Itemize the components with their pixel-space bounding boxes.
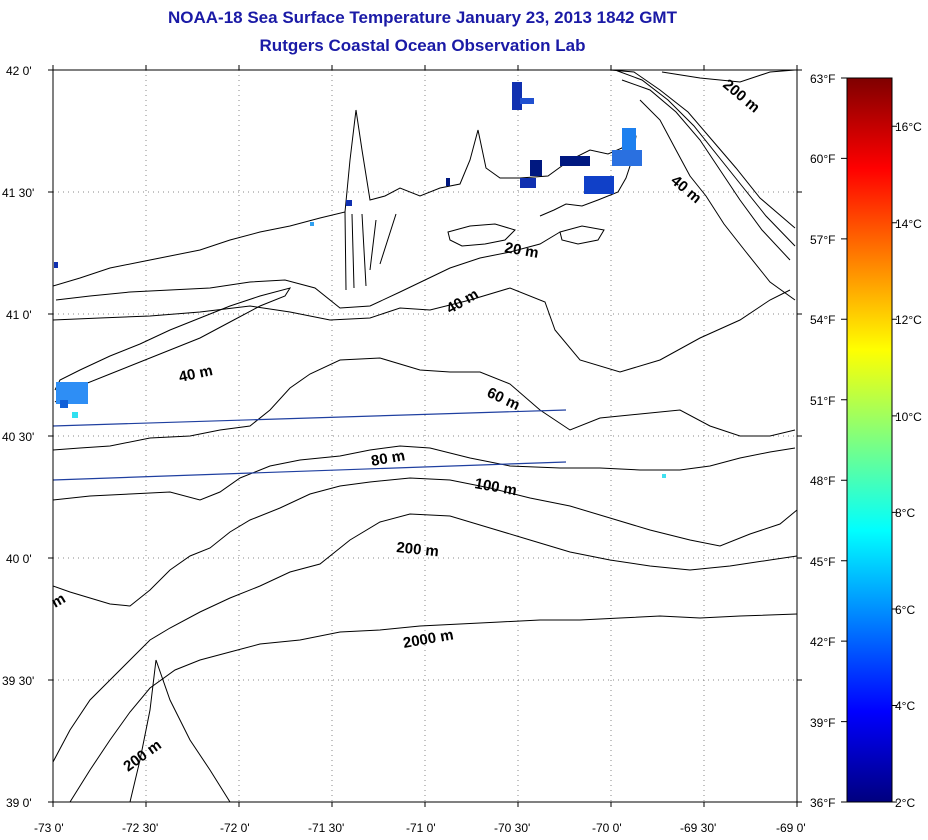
cb-label-f: 54°F: [810, 313, 835, 327]
colorbar: [846, 77, 893, 803]
depth-label: 40 m: [444, 286, 482, 318]
depth-label: 20 m: [503, 239, 540, 262]
cb-label-c: 2°C: [895, 796, 915, 810]
lon-label: -72 30': [122, 821, 158, 835]
isobath-60m: [53, 357, 796, 451]
lat-label: 40 0': [6, 552, 32, 566]
depth-label: 100 m: [473, 475, 518, 499]
isobath-200m-sw: [129, 659, 231, 802]
isobath-80m: [53, 445, 796, 501]
cb-label-c: 14°C: [895, 217, 922, 231]
isobath-40m-ne: [639, 99, 796, 301]
cb-label-f: 60°F: [810, 152, 835, 166]
cb-label-f: 57°F: [810, 233, 835, 247]
island-marthas-vineyard: [447, 223, 516, 247]
isobath-20m: [55, 231, 561, 309]
cb-label-c: 10°C: [895, 410, 922, 424]
cb-label-c: 4°C: [895, 699, 915, 713]
lon-label: -73 0': [34, 821, 64, 835]
depth-label: 80 m: [370, 447, 407, 470]
island-nantucket: [559, 225, 605, 245]
isobath-40m: [53, 287, 791, 373]
isobath-2000m: [69, 613, 797, 802]
isobath-200m: [53, 513, 797, 763]
lon-label: -69 30': [680, 821, 716, 835]
narragansett-bay: [344, 211, 397, 291]
depth-label: 40 m: [177, 362, 214, 386]
depth-label: 200 m: [120, 736, 164, 775]
depth-label: 60 m: [484, 384, 522, 414]
sst-pixels: [54, 82, 666, 478]
depth-label: 2000 m: [402, 626, 455, 652]
cb-label-f: 48°F: [810, 474, 835, 488]
lon-label: -70 0': [592, 821, 622, 835]
depth-label: 40 m: [667, 172, 704, 207]
cb-label-c: 16°C: [895, 120, 922, 134]
graticule: [53, 70, 797, 802]
lat-label: 41 30': [2, 186, 34, 200]
long-island: [54, 287, 292, 403]
cb-label-f: 51°F: [810, 394, 835, 408]
colorbar-ticks: [841, 77, 897, 803]
lat-label: 39 30': [2, 674, 34, 688]
cb-label-c: 12°C: [895, 313, 922, 327]
lat-label: 42 0': [6, 64, 32, 78]
lat-label: 40 30': [2, 430, 34, 444]
ship-track: [53, 409, 567, 427]
cb-label-f: 45°F: [810, 555, 835, 569]
cb-label-c: 8°C: [895, 506, 915, 520]
depth-label: m: [49, 590, 69, 611]
lat-label: 41 0': [6, 308, 32, 322]
coastline: [53, 109, 637, 287]
cb-label-f: 42°F: [810, 635, 835, 649]
lat-label: 39 0': [6, 796, 32, 810]
cb-label-c: 6°C: [895, 603, 915, 617]
cb-label-f: 39°F: [810, 716, 835, 730]
ship-track: [53, 461, 567, 481]
map-title: NOAA-18 Sea Surface Temperature January …: [168, 8, 677, 27]
isobath-cape-band: [609, 70, 796, 261]
tick-marks: [48, 65, 802, 807]
lon-label: -72 0': [220, 821, 250, 835]
lon-label: -71 0': [406, 821, 436, 835]
lon-label: -71 30': [308, 821, 344, 835]
depth-label: 200 m: [396, 539, 440, 560]
isobath-200m-ne: [661, 70, 796, 83]
cb-label-f: 63°F: [810, 72, 835, 86]
isobath-100m: [53, 477, 797, 607]
lon-label: -69 0': [776, 821, 806, 835]
cb-label-f: 36°F: [810, 796, 835, 810]
map-subtitle: Rutgers Coastal Ocean Observation Lab: [259, 36, 586, 55]
lon-label: -70 30': [494, 821, 530, 835]
